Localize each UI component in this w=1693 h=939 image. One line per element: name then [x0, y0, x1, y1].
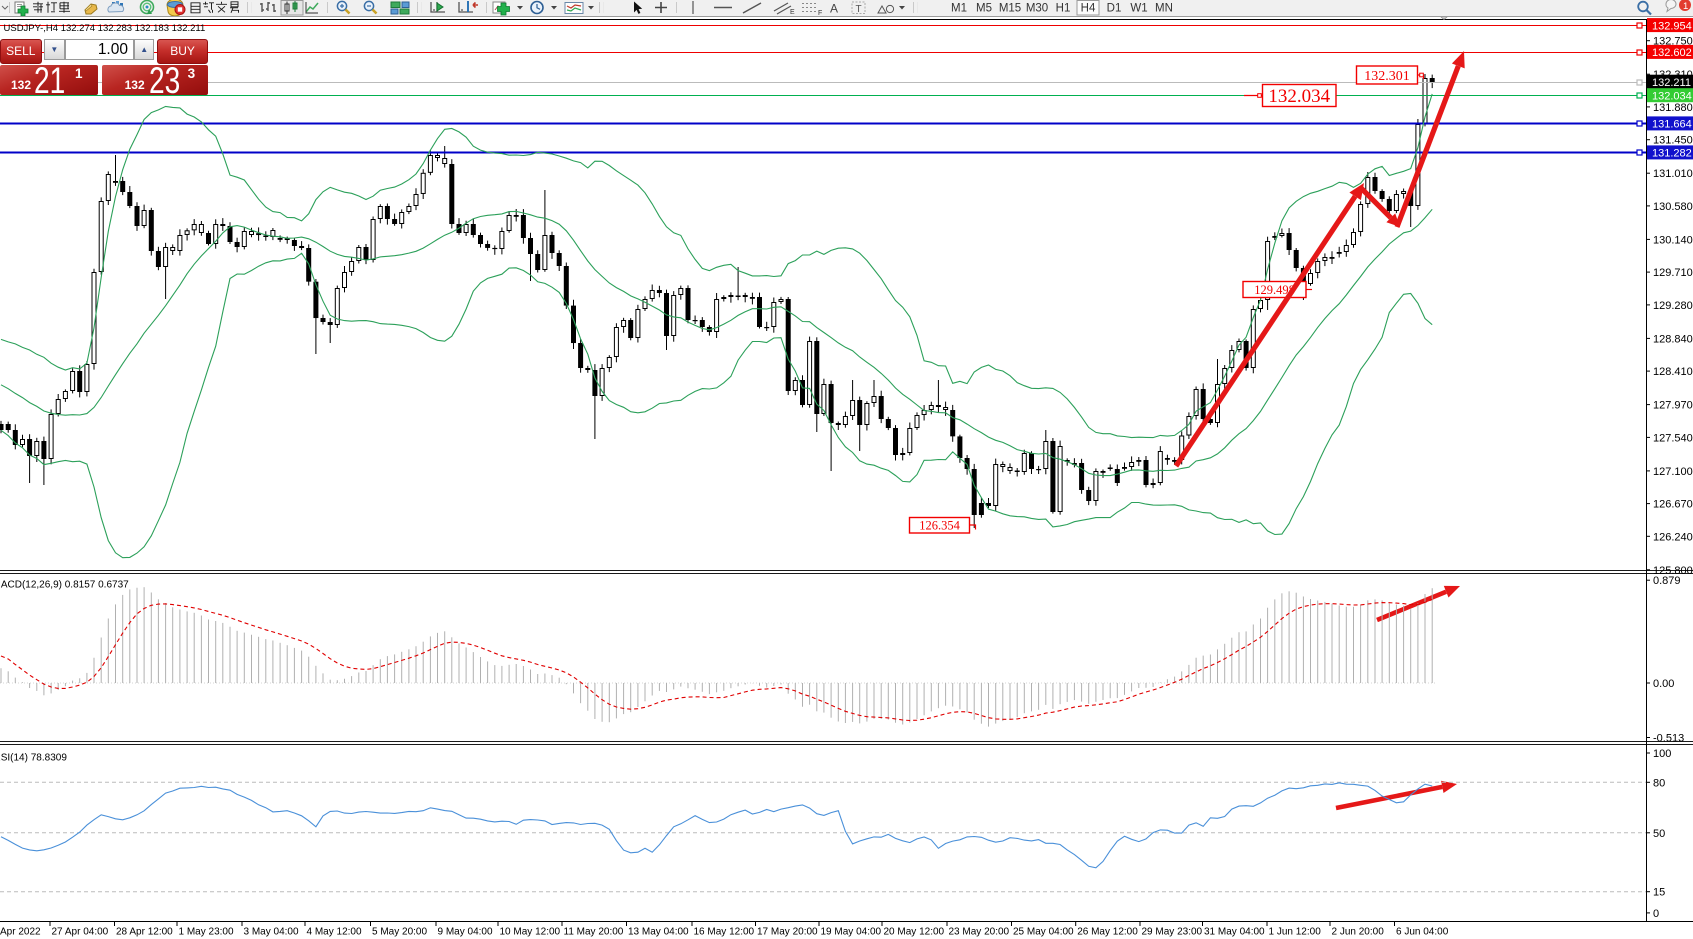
- svg-text:F: F: [818, 10, 822, 16]
- svg-text:28 Apr 12:00: 28 Apr 12:00: [116, 927, 173, 938]
- svg-text:0.00: 0.00: [1653, 678, 1674, 690]
- svg-text:13 May 04:00: 13 May 04:00: [628, 927, 689, 938]
- svg-text:80: 80: [1653, 777, 1665, 789]
- svg-text:20 May 12:00: 20 May 12:00: [884, 927, 945, 938]
- svg-text:10 May 12:00: 10 May 12:00: [500, 927, 561, 938]
- svg-text:23 May 20:00: 23 May 20:00: [949, 927, 1010, 938]
- svg-text:31 May 04:00: 31 May 04:00: [1204, 927, 1265, 938]
- svg-text:W1: W1: [1130, 3, 1147, 15]
- svg-text:127.540: 127.540: [1653, 432, 1693, 444]
- svg-text:9 May 04:00: 9 May 04:00: [438, 927, 493, 938]
- svg-text:15: 15: [1653, 887, 1665, 899]
- svg-text:11 May 20:00: 11 May 20:00: [564, 927, 624, 938]
- svg-text:132.034: 132.034: [1268, 86, 1330, 107]
- svg-text:1 Jun 12:00: 1 Jun 12:00: [1269, 927, 1322, 938]
- svg-text:132.602: 132.602: [1652, 47, 1692, 59]
- svg-text:129.280: 129.280: [1653, 300, 1693, 312]
- svg-text:131.010: 131.010: [1653, 168, 1693, 180]
- svg-text:17 May 20:00: 17 May 20:00: [757, 927, 818, 938]
- svg-text:129.710: 129.710: [1653, 267, 1693, 279]
- svg-text:126.670: 126.670: [1653, 499, 1693, 511]
- svg-text:6 Jun 04:00: 6 Jun 04:00: [1396, 927, 1449, 938]
- svg-text:-0.513: -0.513: [1653, 733, 1684, 745]
- svg-text:29 May 23:00: 29 May 23:00: [1142, 927, 1203, 938]
- svg-text:RSI(14) 78.8309: RSI(14) 78.8309: [0, 753, 67, 764]
- svg-text:M5: M5: [976, 3, 992, 15]
- svg-text:T: T: [856, 4, 862, 15]
- svg-text:131.450: 131.450: [1653, 135, 1693, 147]
- svg-text:128.840: 128.840: [1653, 333, 1693, 345]
- svg-text:1 May 23:00: 1 May 23:00: [179, 927, 234, 938]
- svg-text:127.970: 127.970: [1653, 400, 1693, 412]
- svg-text:130.580: 130.580: [1653, 201, 1693, 213]
- svg-text:MACD(12,26,9) 0.8157 0.6737: MACD(12,26,9) 0.8157 0.6737: [0, 580, 129, 591]
- svg-text:A: A: [830, 2, 838, 16]
- svg-text:4 May 12:00: 4 May 12:00: [307, 927, 362, 938]
- svg-text:125.800: 125.800: [1653, 565, 1693, 577]
- svg-text:130.140: 130.140: [1653, 234, 1693, 246]
- svg-text:E: E: [790, 9, 795, 16]
- svg-text:19 May 04:00: 19 May 04:00: [821, 927, 882, 938]
- svg-text:132.301: 132.301: [1364, 69, 1410, 84]
- svg-text:131.664: 131.664: [1652, 119, 1692, 131]
- svg-text:126.354: 126.354: [919, 519, 960, 533]
- svg-text:132.211: 132.211: [1652, 77, 1691, 89]
- svg-text:H4: H4: [1081, 3, 1096, 15]
- svg-text:0.879: 0.879: [1653, 575, 1681, 587]
- svg-text:1: 1: [1683, 1, 1688, 12]
- svg-text:126.240: 126.240: [1653, 531, 1693, 543]
- svg-text:USDJPY-,H4 132.274 132.283 13: USDJPY-,H4 132.274 132.283 132.183 132.2…: [4, 23, 206, 34]
- svg-text:132.750: 132.750: [1653, 36, 1693, 48]
- svg-text:Apr 2022: Apr 2022: [0, 927, 41, 938]
- svg-text:H1: H1: [1056, 3, 1071, 15]
- svg-text:25 May 04:00: 25 May 04:00: [1013, 927, 1074, 938]
- svg-text:129.498: 129.498: [1254, 283, 1295, 297]
- svg-text:M1: M1: [951, 3, 967, 15]
- svg-text:132.034: 132.034: [1652, 90, 1692, 102]
- svg-text:26 May 12:00: 26 May 12:00: [1077, 927, 1138, 938]
- svg-text:16 May 12:00: 16 May 12:00: [694, 927, 755, 938]
- svg-text:127.100: 127.100: [1653, 466, 1693, 478]
- svg-text:M15: M15: [999, 3, 1021, 15]
- svg-text:50: 50: [1653, 828, 1665, 840]
- svg-text:131.282: 131.282: [1652, 148, 1692, 160]
- svg-text:100: 100: [1653, 748, 1671, 760]
- svg-text:M30: M30: [1026, 3, 1048, 15]
- svg-text:MN: MN: [1155, 3, 1173, 15]
- svg-text:3 May 04:00: 3 May 04:00: [244, 927, 299, 938]
- svg-text:132.954: 132.954: [1652, 20, 1692, 32]
- svg-text:5 May 20:00: 5 May 20:00: [372, 927, 427, 938]
- svg-text:0: 0: [1653, 908, 1659, 920]
- svg-text:2 Jun 20:00: 2 Jun 20:00: [1332, 927, 1385, 938]
- svg-text:27 Apr 04:00: 27 Apr 04:00: [52, 927, 109, 938]
- svg-text:D1: D1: [1107, 3, 1122, 15]
- svg-text:128.410: 128.410: [1653, 366, 1693, 378]
- svg-text:131.880: 131.880: [1653, 102, 1693, 114]
